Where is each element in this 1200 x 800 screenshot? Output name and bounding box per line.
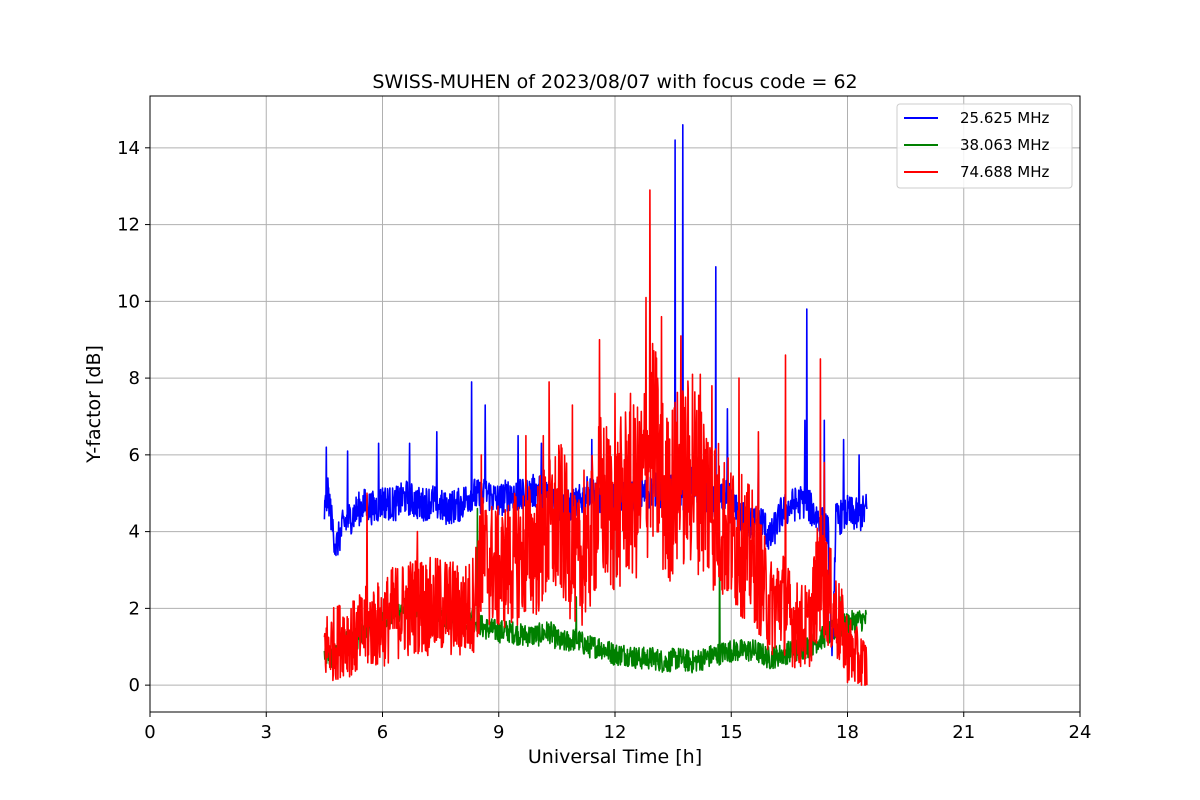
x-tick-labels: 0 3 6 9 12 15 18 21 24 [144, 722, 1091, 743]
y-tick-label: 4 [129, 522, 140, 543]
legend-label-2: 74.688 MHz [960, 163, 1049, 181]
legend-label-0: 25.625 MHz [960, 109, 1049, 127]
x-tick-label: 0 [144, 722, 155, 743]
y-axis-title: Y-factor [dB] [83, 345, 105, 464]
legend: 25.625 MHz 38.063 MHz 74.688 MHz [896, 103, 1073, 189]
x-tick-label: 21 [952, 722, 975, 743]
y-tick-label: 6 [129, 445, 140, 466]
y-tick-label: 8 [129, 368, 140, 389]
series-layer [323, 124, 868, 686]
x-tick-label: 24 [1069, 722, 1092, 743]
x-tick-label: 9 [493, 722, 504, 743]
x-tick-label: 18 [836, 722, 859, 743]
y-tick-label: 2 [129, 598, 140, 619]
x-tick-label: 15 [720, 722, 743, 743]
x-tick-label: 3 [261, 722, 272, 743]
y-tick-label: 0 [129, 675, 140, 696]
x-tick-label: 6 [377, 722, 388, 743]
y-tick-labels: 0 2 4 6 8 10 12 14 [117, 138, 140, 696]
legend-box [896, 103, 1073, 189]
y-tick-label: 12 [117, 215, 140, 236]
y-tick-label: 10 [117, 291, 140, 312]
chart-title: SWISS-MUHEN of 2023/08/07 with focus cod… [372, 71, 857, 93]
legend-label-1: 38.063 MHz [960, 136, 1049, 154]
series-line-2 [323, 189, 868, 686]
tick-marks [145, 147, 1081, 717]
y-tick-label: 14 [117, 138, 140, 159]
x-tick-label: 12 [604, 722, 627, 743]
x-axis-title: Universal Time [h] [528, 746, 702, 768]
